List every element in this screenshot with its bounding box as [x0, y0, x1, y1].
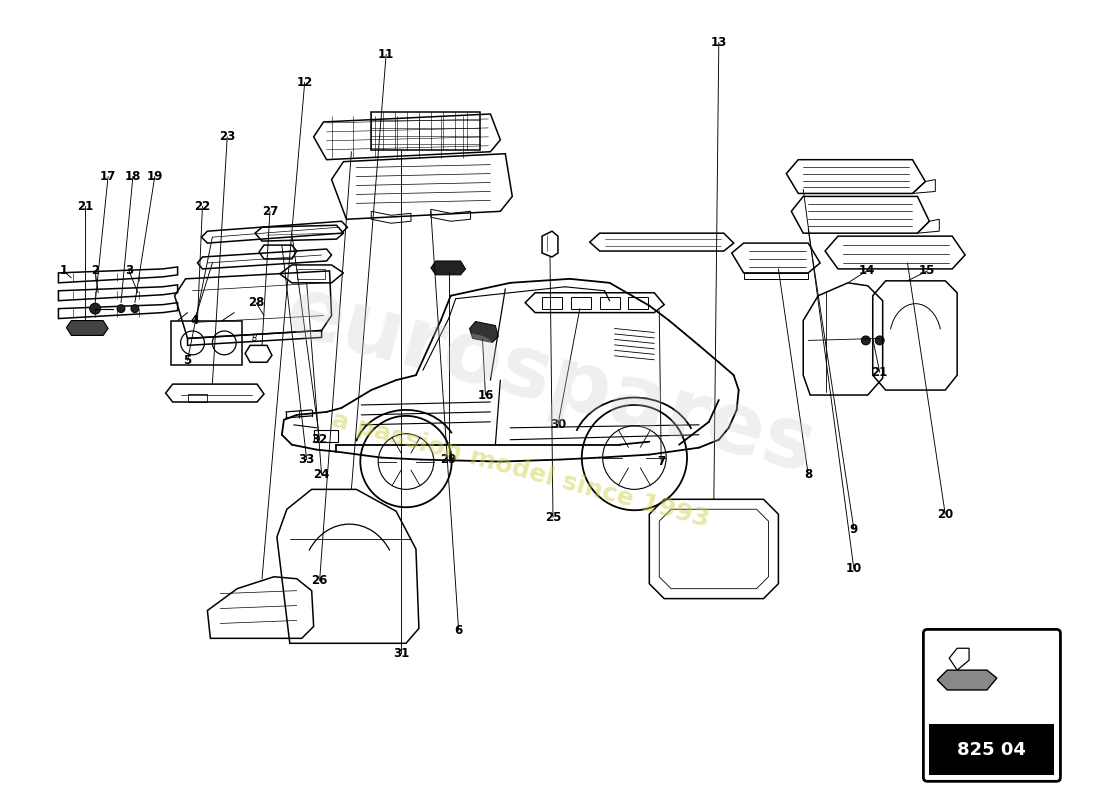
Polygon shape — [937, 670, 997, 690]
Text: 6: 6 — [454, 624, 463, 637]
Circle shape — [131, 305, 139, 313]
Text: 8: 8 — [804, 468, 812, 481]
Bar — [314, 430, 339, 442]
Polygon shape — [470, 322, 498, 342]
Text: 14: 14 — [859, 265, 874, 278]
FancyBboxPatch shape — [923, 630, 1060, 782]
Bar — [542, 297, 562, 309]
Text: B: B — [252, 334, 256, 343]
Bar — [628, 297, 648, 309]
Text: 26: 26 — [311, 574, 328, 587]
Text: 17: 17 — [100, 170, 117, 183]
Text: 1: 1 — [59, 265, 67, 278]
Text: 13: 13 — [711, 36, 727, 49]
Text: 23: 23 — [219, 130, 235, 143]
Text: 30: 30 — [550, 418, 566, 431]
Text: 27: 27 — [262, 205, 278, 218]
Text: 5: 5 — [184, 354, 191, 366]
Polygon shape — [66, 321, 108, 335]
Text: 10: 10 — [846, 562, 862, 575]
Circle shape — [861, 336, 870, 345]
Text: a passion model since 1993: a passion model since 1993 — [329, 407, 712, 531]
Text: 11: 11 — [378, 48, 394, 61]
Circle shape — [117, 305, 125, 313]
Text: 21: 21 — [871, 366, 888, 378]
Text: 20: 20 — [937, 508, 954, 521]
Text: 28: 28 — [248, 296, 264, 309]
Text: 29: 29 — [440, 453, 456, 466]
Text: 21: 21 — [77, 200, 94, 213]
Text: 16: 16 — [477, 389, 494, 402]
Bar — [571, 297, 591, 309]
Text: 7: 7 — [657, 455, 665, 468]
Circle shape — [876, 336, 884, 345]
Bar — [600, 297, 619, 309]
Bar — [372, 112, 481, 150]
Text: 4: 4 — [190, 314, 199, 327]
Text: 15: 15 — [920, 265, 935, 278]
Text: 12: 12 — [297, 76, 312, 89]
Text: 825 04: 825 04 — [957, 741, 1026, 758]
Circle shape — [90, 303, 100, 314]
Text: eurospares: eurospares — [276, 270, 824, 490]
Bar — [930, 724, 1055, 775]
Text: 3: 3 — [125, 265, 133, 278]
Polygon shape — [949, 648, 969, 670]
Text: 32: 32 — [311, 434, 328, 446]
Polygon shape — [431, 261, 465, 275]
Text: 19: 19 — [146, 170, 163, 183]
Text: 2: 2 — [91, 265, 99, 278]
Text: 33: 33 — [298, 453, 315, 466]
Text: 24: 24 — [314, 468, 330, 481]
Text: 18: 18 — [124, 170, 141, 183]
Text: 22: 22 — [195, 200, 210, 213]
Text: 25: 25 — [544, 510, 561, 524]
Text: 9: 9 — [849, 522, 858, 535]
Bar — [297, 269, 324, 279]
Bar — [170, 321, 242, 366]
Text: 31: 31 — [393, 646, 409, 660]
